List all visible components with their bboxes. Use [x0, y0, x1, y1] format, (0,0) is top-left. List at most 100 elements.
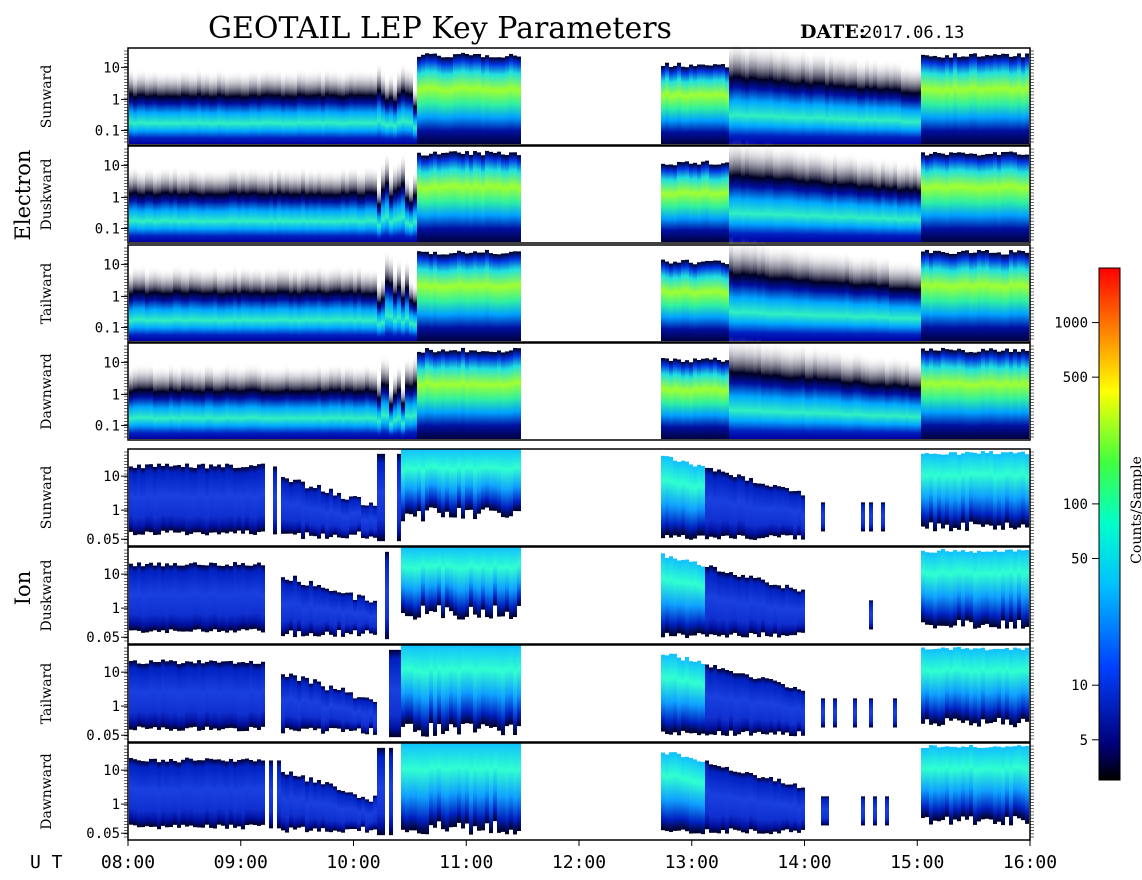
- spectrogram-column: [1025, 350, 1029, 439]
- spectrogram-column: [741, 42, 745, 144]
- spectrogram-column: [217, 268, 221, 341]
- spectrogram-column: [689, 262, 693, 341]
- spectrogram-column: [781, 684, 785, 735]
- spectrogram-column: [965, 56, 969, 144]
- spectrogram-column: [293, 575, 297, 638]
- spectrogram-column: [441, 254, 445, 341]
- spectrogram-column: [1025, 746, 1029, 824]
- spectrogram-column: [149, 562, 153, 632]
- spectrogram-column: [965, 451, 969, 531]
- spectrogram-column: [433, 645, 437, 736]
- spectrogram-column: [1009, 746, 1013, 826]
- spectrogram-column: [173, 760, 177, 825]
- spectrogram-column: [929, 153, 933, 242]
- panel-electron-sunward: 10 1 0.1 Sunward: [39, 40, 1034, 146]
- spectrogram-column: [673, 165, 677, 242]
- spectrogram-column: [293, 71, 297, 144]
- spectrogram-column: [209, 267, 213, 341]
- spectrogram-column: [797, 148, 801, 242]
- spectrogram-column: [401, 547, 405, 614]
- spectrogram-column: [697, 360, 701, 439]
- spectrogram-column: [729, 236, 733, 341]
- spectrogram-column: [317, 264, 321, 341]
- spectrogram-column: [917, 163, 921, 242]
- spectrogram-column: [217, 662, 221, 731]
- spectrogram-column: [185, 268, 189, 341]
- spectrogram-column: [773, 680, 777, 735]
- panel-direction-label: Duskward: [39, 560, 55, 632]
- spectrogram-column: [401, 275, 405, 341]
- spectrogram-column: [241, 759, 245, 830]
- spectrogram-column: [789, 491, 793, 536]
- spectrogram-column: [493, 743, 497, 822]
- spectrogram-column: [157, 71, 161, 144]
- spectrogram-column: [269, 68, 273, 144]
- spectrogram-column: [413, 449, 417, 517]
- spectrogram-column: [205, 267, 209, 341]
- spectrogram-column: [461, 153, 465, 242]
- spectrogram-column: [345, 168, 349, 242]
- spectrogram-column: [893, 698, 897, 728]
- spectrogram-column: [965, 153, 969, 242]
- spectrogram-column: [961, 250, 965, 341]
- spectrogram-column: [301, 676, 305, 729]
- spectrogram-column: [401, 384, 405, 439]
- spectrogram-column: [741, 141, 745, 242]
- spectrogram-column: [349, 166, 353, 242]
- spectrogram-column: [285, 478, 289, 534]
- spectrogram-column: [257, 364, 261, 439]
- spectrogram-column: [1009, 56, 1013, 144]
- spectrogram-column: [885, 358, 889, 439]
- spectrogram-column: [929, 552, 933, 625]
- spectrogram-column: [353, 698, 357, 731]
- spectrogram-column: [489, 253, 493, 341]
- spectrogram-column: [725, 766, 729, 834]
- spectrogram-column: [845, 250, 849, 341]
- spectrogram-column: [773, 584, 777, 634]
- spectrogram-column: [453, 54, 457, 145]
- spectrogram-column: [509, 152, 513, 242]
- spectrogram-column: [277, 760, 281, 829]
- spectrogram-column: [181, 168, 185, 242]
- spectrogram-column: [217, 464, 221, 535]
- spectrogram-column: [281, 265, 285, 341]
- spectrogram-column: [709, 764, 713, 833]
- spectrogram-column: [401, 645, 405, 727]
- spectrogram-column: [401, 62, 405, 144]
- spectrogram-column: [805, 347, 809, 439]
- spectrogram-column: [981, 747, 985, 820]
- spectrogram-column: [949, 253, 953, 341]
- spectrogram-column: [881, 60, 885, 144]
- spectrogram-column: [405, 547, 409, 617]
- spectrogram-column: [713, 765, 717, 833]
- spectrogram-column: [945, 746, 949, 817]
- spectrogram-column: [757, 483, 761, 539]
- spectrogram-column: [789, 245, 793, 341]
- spectrogram-column: [977, 249, 981, 341]
- spectrogram-column: [801, 589, 805, 633]
- spectrogram-column: [1025, 549, 1029, 627]
- spectrogram-column: [793, 51, 797, 144]
- spectrogram-column: [169, 70, 173, 144]
- spectrogram-column: [869, 253, 873, 341]
- colorbar-tick-label: 10: [1071, 678, 1088, 694]
- spectrogram-column: [925, 55, 929, 145]
- spectrogram-column: [221, 760, 225, 826]
- spectrogram-column: [837, 153, 841, 242]
- spectrogram-column: [993, 550, 997, 628]
- spectrogram-column: [421, 352, 425, 439]
- spectrogram-column: [781, 783, 785, 831]
- spectrogram-column: [737, 337, 741, 439]
- spectrogram-column: [421, 155, 425, 242]
- spectrogram-column: [277, 68, 281, 144]
- spectrogram-column: [465, 547, 469, 617]
- spectrogram-column: [793, 686, 797, 737]
- spectrogram-column: [789, 688, 793, 737]
- spectrogram-column: [409, 645, 413, 724]
- spectrogram-column: [313, 69, 317, 144]
- spectrogram-column: [717, 64, 721, 144]
- spectrogram-column: [981, 551, 985, 625]
- spectrogram-column: [241, 71, 245, 144]
- spectrogram-column: [189, 758, 193, 826]
- spectrogram-column: [985, 452, 989, 525]
